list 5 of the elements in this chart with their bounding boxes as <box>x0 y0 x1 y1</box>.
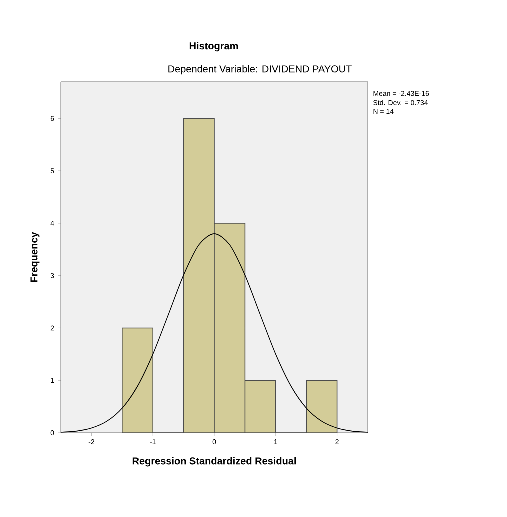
line-series <box>61 234 368 433</box>
chart-subtitle: Dependent Variable: DIVIDEND PAYOUT <box>168 65 352 75</box>
y-axis-title: Frequency <box>30 232 40 282</box>
chart-title: Histogram <box>190 42 238 52</box>
x-axis-title: Regression Standardized Residual <box>132 457 296 467</box>
